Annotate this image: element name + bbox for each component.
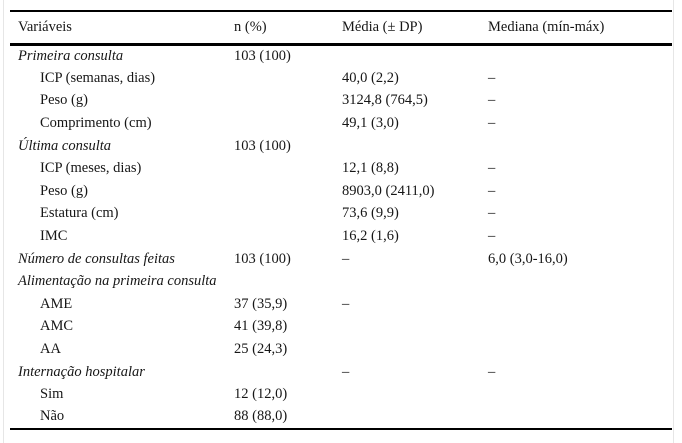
column-header-variaveis: Variáveis (18, 19, 72, 35)
cell-n (226, 203, 334, 226)
cell-media: – (342, 363, 350, 380)
table-row: Número de consultas feitas 103 (100) – 6… (10, 248, 672, 271)
table-row: Peso (g) 8903,0 (2411,0) – (10, 180, 672, 203)
cell-mediana: – (488, 160, 496, 177)
cell-n: 103 (100) (234, 48, 291, 65)
cell-n: 88 (88,0) (234, 408, 288, 425)
cell-mediana: – (488, 182, 496, 199)
cell-media: – (342, 295, 350, 312)
cell-mediana: – (488, 115, 496, 132)
cell-media (334, 406, 480, 429)
row-label: Sim (40, 386, 64, 403)
cell-media: – (342, 250, 350, 267)
row-label: AA (40, 341, 61, 358)
cell-n: 37 (35,9) (234, 295, 288, 312)
row-label: AME (40, 295, 73, 312)
cell-n (226, 112, 334, 135)
cell-mediana (480, 383, 672, 406)
table-row: Alimentação na primeira consulta (10, 270, 672, 293)
cell-mediana (480, 45, 672, 68)
cell-n: 25 (24,3) (234, 341, 288, 358)
cell-media: 16,2 (1,6) (342, 228, 399, 245)
table-row: AME 37 (35,9) – (10, 293, 672, 316)
table-row: Peso (g) 3124,8 (764,5) – (10, 90, 672, 113)
row-label: Alimentação na primeira consulta (18, 273, 217, 290)
cell-n (226, 270, 334, 293)
table-row: AMC 41 (39,8) (10, 316, 672, 339)
cell-mediana (480, 293, 672, 316)
row-label: ICP (semanas, dias) (40, 69, 156, 86)
table-row: Sim 12 (12,0) (10, 383, 672, 406)
row-label: Primeira consulta (18, 48, 124, 65)
cell-media (334, 338, 480, 361)
table-row: Última consulta 103 (100) (10, 135, 672, 158)
cell-media: 40,0 (2,2) (342, 69, 399, 86)
cell-media (334, 45, 480, 68)
table-row: Não 88 (88,0) (10, 406, 672, 429)
page-edge-right (673, 0, 674, 443)
cell-mediana (480, 338, 672, 361)
cell-mediana (480, 406, 672, 429)
cell-mediana: – (488, 228, 496, 245)
row-label: Não (40, 408, 65, 425)
cell-mediana (480, 316, 672, 339)
cell-n (226, 361, 334, 384)
table-row: Comprimento (cm) 49,1 (3,0) – (10, 112, 672, 135)
cell-n (226, 67, 334, 90)
row-label: Internação hospitalar (18, 363, 145, 380)
header-row: Variáveis n (%) Média (± DP) Mediana (mí… (10, 11, 672, 45)
table-row: AA 25 (24,3) (10, 338, 672, 361)
cell-n: 41 (39,8) (234, 318, 288, 335)
table-row: Estatura (cm) 73,6 (9,9) – (10, 203, 672, 226)
row-label: IMC (40, 228, 68, 245)
row-label: Peso (g) (40, 182, 88, 199)
cell-n: 103 (100) (234, 250, 291, 267)
column-header-mediana: Mediana (mín-máx) (488, 19, 605, 35)
row-label: Peso (g) (40, 92, 88, 109)
cell-media: 12,1 (8,8) (342, 160, 399, 177)
cell-media: 49,1 (3,0) (342, 115, 399, 132)
row-label: AMC (40, 318, 74, 335)
row-label: Última consulta (18, 137, 112, 154)
table-row: IMC 16,2 (1,6) – (10, 225, 672, 248)
cell-mediana: – (488, 205, 496, 222)
cell-media (334, 270, 480, 293)
cell-mediana: – (488, 69, 496, 86)
row-label: Estatura (cm) (40, 205, 119, 222)
cell-n (226, 157, 334, 180)
cell-media (334, 316, 480, 339)
cell-n: 103 (100) (234, 137, 291, 154)
cell-mediana (480, 135, 672, 158)
cell-n (226, 90, 334, 113)
cell-media: 73,6 (9,9) (342, 205, 399, 222)
cell-n: 12 (12,0) (234, 386, 288, 403)
cell-n (226, 225, 334, 248)
cell-mediana (480, 270, 672, 293)
table-row: Internação hospitalar – – (10, 361, 672, 384)
cell-n (226, 180, 334, 203)
page-edge-left (3, 0, 4, 443)
cell-media (334, 135, 480, 158)
statistics-table: Variáveis n (%) Média (± DP) Mediana (mí… (10, 10, 672, 430)
row-label: Comprimento (cm) (40, 115, 152, 132)
column-header-n: n (%) (234, 19, 267, 35)
cell-mediana: – (488, 92, 496, 109)
table-row: Primeira consulta 103 (100) (10, 45, 672, 68)
column-header-media: Média (± DP) (342, 19, 423, 35)
table-row: ICP (meses, dias) 12,1 (8,8) – (10, 157, 672, 180)
row-label: Número de consultas feitas (18, 250, 175, 267)
cell-mediana: 6,0 (3,0-16,0) (488, 250, 568, 267)
cell-media: 3124,8 (764,5) (342, 92, 428, 109)
cell-mediana: – (488, 363, 496, 380)
cell-media: 8903,0 (2411,0) (342, 182, 435, 199)
cell-media (334, 383, 480, 406)
row-label: ICP (meses, dias) (40, 160, 142, 177)
table-row: ICP (semanas, dias) 40,0 (2,2) – (10, 67, 672, 90)
